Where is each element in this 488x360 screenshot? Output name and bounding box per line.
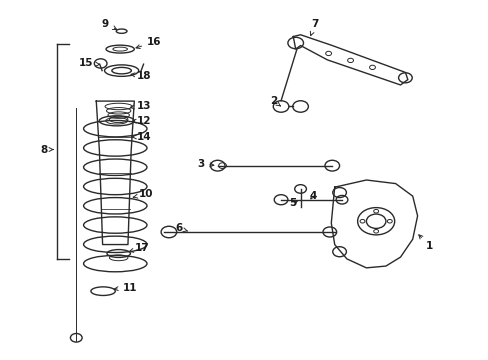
Text: 8: 8 — [40, 144, 53, 154]
Text: 6: 6 — [175, 224, 187, 233]
Text: 10: 10 — [133, 189, 153, 199]
Text: 17: 17 — [129, 243, 149, 253]
Text: 14: 14 — [131, 132, 152, 142]
Text: 1: 1 — [418, 235, 432, 251]
Text: 3: 3 — [197, 159, 213, 169]
Text: 7: 7 — [310, 19, 318, 36]
Text: 18: 18 — [131, 71, 151, 81]
Text: 15: 15 — [79, 58, 100, 68]
Text: 16: 16 — [136, 37, 161, 49]
Text: 12: 12 — [131, 116, 151, 126]
Text: 5: 5 — [289, 198, 297, 208]
Text: 4: 4 — [308, 191, 316, 201]
Text: 2: 2 — [269, 96, 280, 106]
Text: 11: 11 — [114, 283, 137, 293]
Text: 9: 9 — [102, 19, 117, 30]
Text: 13: 13 — [130, 102, 151, 112]
